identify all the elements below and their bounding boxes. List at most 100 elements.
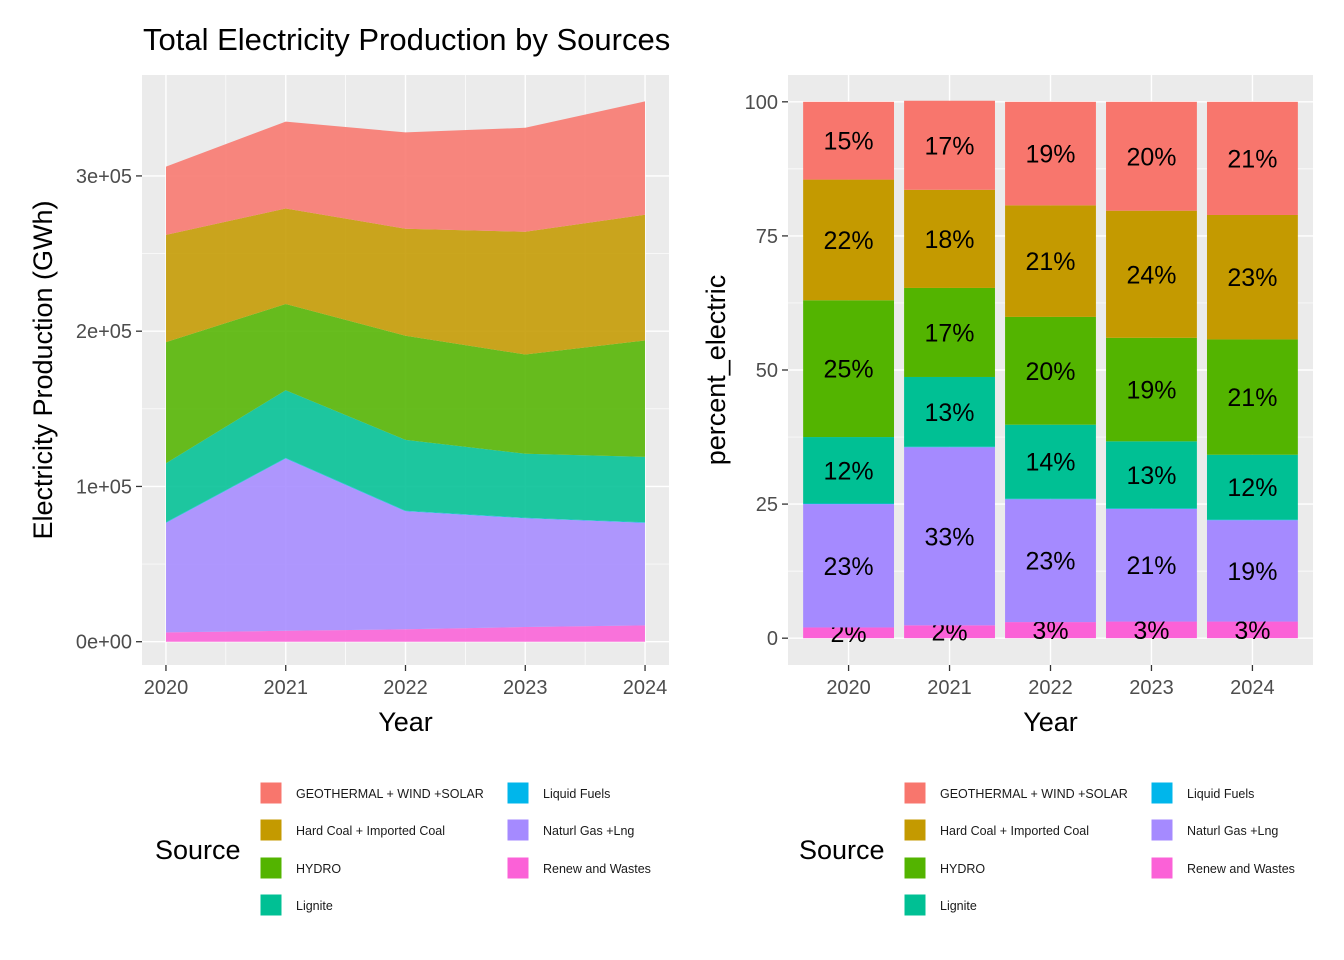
x-tick-label: 2023 xyxy=(503,677,548,699)
legend-key xyxy=(506,781,530,805)
bar-data-label: 20% xyxy=(1025,358,1075,386)
area-series xyxy=(166,208,645,355)
y-axis-title: Electricity Production (GWh) xyxy=(28,200,58,539)
bar-segment xyxy=(803,503,895,505)
bar-segment xyxy=(904,189,995,288)
bar-data-label: 22% xyxy=(824,227,874,255)
y-tick-label: 1e+05 xyxy=(76,476,132,498)
legend-label: GEOTHERMAL + WIND +SOLAR xyxy=(296,787,484,801)
bar-data-label: 18% xyxy=(925,226,975,254)
y-tick-label: 25 xyxy=(756,494,778,516)
area-series xyxy=(166,458,645,633)
bar-segment xyxy=(1106,337,1197,442)
area-series xyxy=(166,625,645,642)
x-tick-label: 2022 xyxy=(1028,677,1073,699)
bar-segment xyxy=(1106,210,1197,338)
bar-segment xyxy=(803,627,895,639)
bar-data-label: 21% xyxy=(1025,248,1075,276)
x-tick-label: 2023 xyxy=(1129,677,1174,699)
bar-segment xyxy=(1206,519,1298,521)
bar-segment xyxy=(803,179,895,301)
bar-segment xyxy=(1206,101,1298,215)
bar-chart-panel: 02550751002%23%12%25%22%15%2%33%13%17%18… xyxy=(701,75,1313,737)
bar-segment xyxy=(1005,205,1096,317)
bar-data-label: 21% xyxy=(1227,384,1277,412)
legend-key xyxy=(1150,781,1174,805)
bar-segment xyxy=(1005,316,1096,425)
bar-segment xyxy=(1106,101,1197,211)
legend-key xyxy=(903,893,927,917)
bar-segment xyxy=(803,504,895,628)
bar-data-label: 23% xyxy=(824,553,874,581)
bar-chart-legend: Source GEOTHERMAL + WIND +SOLAR Hard Coal … xyxy=(799,781,1295,917)
bar-data-label: 17% xyxy=(925,319,975,347)
chart-title: Total Electricity Production by Sources xyxy=(143,22,671,57)
bar-segment xyxy=(1106,621,1197,639)
x-tick-label: 2024 xyxy=(623,677,668,699)
legend-key xyxy=(903,856,927,880)
bar-data-label: 15% xyxy=(824,128,874,156)
x-tick-label: 2020 xyxy=(826,677,871,699)
bar-segment xyxy=(1206,214,1298,340)
bar-segment xyxy=(1005,498,1096,500)
y-tick-label: 3e+05 xyxy=(76,166,132,188)
legend-key xyxy=(506,818,530,842)
bar-segment xyxy=(904,100,995,190)
bar-segment xyxy=(1106,441,1197,509)
legend-key xyxy=(506,856,530,880)
area-chart-panel: 0e+00 1e+05 2e+05 3e+05 2020 2021 2022 2023 2024… xyxy=(28,75,669,737)
legend-key xyxy=(903,818,927,842)
y-tick-label: 2e+05 xyxy=(76,321,132,343)
legend-key xyxy=(259,893,283,917)
y-tick-label: 0e+00 xyxy=(76,632,132,654)
legend-label: Liquid Fuels xyxy=(543,787,610,801)
x-tick-label: 2021 xyxy=(927,677,972,699)
legend-label: HYDRO xyxy=(296,862,341,876)
x-tick-label: 2020 xyxy=(144,677,189,699)
bar-data-label: 19% xyxy=(1025,141,1075,169)
legend-label: Hard Coal + Imported Coal xyxy=(940,824,1089,838)
bar-segment xyxy=(904,446,995,448)
bar-data-label: 19% xyxy=(1126,377,1176,405)
bar-data-label: 17% xyxy=(925,132,975,160)
legend-label: Renew and Wastes xyxy=(1187,862,1295,876)
bar-segment xyxy=(1206,520,1298,622)
bar-segment xyxy=(1106,508,1197,622)
legend-label: Naturl Gas +Lng xyxy=(1187,824,1278,838)
bar-segment xyxy=(1005,101,1096,206)
bar-data-label: 21% xyxy=(1227,145,1277,173)
legend-label: Naturl Gas +Lng xyxy=(543,824,634,838)
bar-segment xyxy=(904,287,995,377)
legend-key xyxy=(259,818,283,842)
legend-label: Renew and Wastes xyxy=(543,862,651,876)
area-series xyxy=(166,390,645,523)
bar-segment xyxy=(1206,454,1298,520)
legend-title: Source xyxy=(155,835,241,865)
x-axis-title: Year xyxy=(1023,707,1078,737)
bar-segment xyxy=(803,437,895,504)
legend-key xyxy=(259,856,283,880)
bar-segment xyxy=(803,300,895,438)
legend-key xyxy=(1150,856,1174,880)
legend-key xyxy=(903,781,927,805)
bar-data-label: 13% xyxy=(1126,462,1176,490)
y-tick-label: 75 xyxy=(756,226,778,248)
legend-label: Lignite xyxy=(940,899,977,913)
bar-data-label: 21% xyxy=(1126,552,1176,580)
legend-label: Liquid Fuels xyxy=(1187,787,1254,801)
y-tick-label: 100 xyxy=(745,92,778,114)
bar-segment xyxy=(1106,508,1197,509)
legend-label: GEOTHERMAL + WIND +SOLAR xyxy=(940,787,1128,801)
bar-data-label: 25% xyxy=(824,356,874,384)
legend-key xyxy=(1150,818,1174,842)
bar-data-label: 14% xyxy=(1025,449,1075,477)
x-tick-label: 2022 xyxy=(383,677,428,699)
legend-key xyxy=(259,781,283,805)
bar-data-label: 23% xyxy=(1227,264,1277,292)
bar-data-label: 20% xyxy=(1126,143,1176,171)
x-tick-label: 2024 xyxy=(1230,677,1275,699)
bar-data-label: 24% xyxy=(1126,261,1176,289)
legend-label: HYDRO xyxy=(940,862,985,876)
bar-data-label: 13% xyxy=(925,399,975,427)
